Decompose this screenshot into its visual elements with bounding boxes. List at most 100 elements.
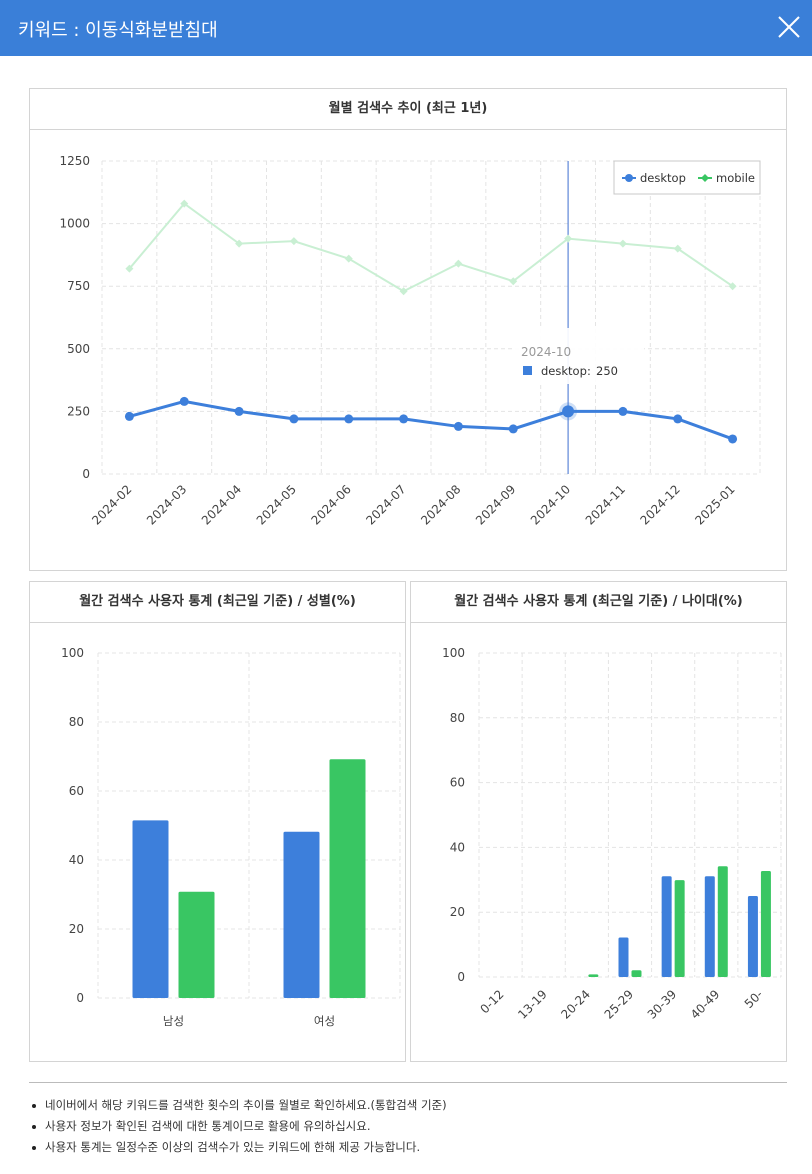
dialog-header: 키워드 : 이동식화분받침대 bbox=[0, 0, 812, 56]
mobile-bar bbox=[674, 880, 685, 977]
x-tick-label: 2024-05 bbox=[254, 482, 299, 527]
mobile-point bbox=[125, 264, 134, 273]
mobile-point bbox=[564, 234, 573, 243]
legend: desktop mobile bbox=[613, 160, 761, 195]
monthly-trend-title: 월별 검색수 추이 (최근 1년) bbox=[30, 89, 786, 130]
x-tick-label: 2025-01 bbox=[692, 482, 737, 527]
x-tick-label: 0-12 bbox=[478, 987, 507, 1016]
x-tick-label: 여성 bbox=[314, 1014, 335, 1028]
gender-panel: 월간 검색수 사용자 통계 (최근일 기준) / 성별(%) 0 20 40 60 80… bbox=[29, 581, 406, 1062]
x-tick-label: 30-39 bbox=[645, 987, 680, 1022]
mobile-bar bbox=[717, 866, 728, 977]
y-tick-label: 750 bbox=[67, 279, 90, 293]
y-tick-label: 0 bbox=[457, 970, 465, 984]
keyword-title: 키워드 : 이동식화분받침대 bbox=[18, 20, 218, 41]
desktop-bar bbox=[704, 876, 715, 977]
x-tick-label: 2024-12 bbox=[638, 482, 683, 527]
desktop-point bbox=[344, 414, 354, 424]
x-tick-label: 50- bbox=[742, 987, 766, 1011]
mobile-point bbox=[454, 259, 463, 268]
desktop-point bbox=[399, 414, 409, 424]
x-tick-label: 20-24 bbox=[558, 987, 593, 1022]
y-tick-label: 20 bbox=[450, 905, 465, 919]
desktop-bar bbox=[747, 896, 758, 977]
tooltip: 2024-10 desktop:250 bbox=[514, 328, 644, 384]
mobile-point bbox=[344, 254, 353, 263]
note-item: 사용자 정보가 확인된 검색에 대한 통계이므로 활용에 유의하십시요. bbox=[29, 1117, 787, 1138]
mobile-point bbox=[673, 244, 682, 253]
desktop-point bbox=[673, 414, 683, 424]
y-tick-label: 40 bbox=[450, 840, 465, 854]
y-tick-label: 60 bbox=[450, 776, 465, 790]
desktop-point bbox=[124, 411, 134, 421]
gender-title: 월간 검색수 사용자 통계 (최근일 기준) / 성별(%) bbox=[30, 582, 405, 623]
desktop-bar bbox=[132, 820, 169, 998]
x-tick-label: 2024-09 bbox=[473, 482, 518, 527]
age-chart: 0 20 40 60 80 100 0-12 13-19 20-24 25-29 30-39 40-4… bbox=[442, 646, 782, 1022]
x-tick-label: 40-49 bbox=[688, 987, 723, 1022]
mobile-point bbox=[728, 282, 737, 291]
mobile-bar bbox=[760, 871, 771, 977]
mobile-point bbox=[399, 287, 408, 296]
legend-desktop-label: desktop bbox=[640, 171, 686, 185]
y-tick-label: 40 bbox=[69, 853, 84, 867]
legend-desktop-marker bbox=[625, 174, 633, 182]
y-tick-label: 250 bbox=[67, 404, 90, 418]
desktop-series-line bbox=[129, 399, 734, 441]
tooltip-series: desktop bbox=[541, 364, 587, 378]
desktop-bar bbox=[661, 876, 672, 977]
x-tick-label: 2024-04 bbox=[199, 482, 244, 527]
tooltip-box bbox=[514, 328, 644, 384]
mobile-series-line bbox=[128, 202, 734, 293]
x-tick-label: 2024-08 bbox=[418, 482, 463, 527]
mobile-bar bbox=[631, 970, 642, 977]
x-tick-label: 13-19 bbox=[515, 987, 550, 1022]
age-title: 월간 검색수 사용자 통계 (최근일 기준) / 나이대(%) bbox=[411, 582, 786, 623]
x-tick-label: 남성 bbox=[163, 1014, 184, 1028]
y-tick-label: 20 bbox=[69, 922, 84, 936]
desktop-point bbox=[618, 406, 628, 416]
mobile-point bbox=[235, 239, 244, 248]
mobile-bar bbox=[178, 891, 215, 998]
legend-mobile-marker bbox=[701, 174, 709, 182]
desktop-point bbox=[234, 406, 244, 416]
x-tick-label: 2024-11 bbox=[583, 482, 628, 527]
desktop-bar bbox=[618, 937, 629, 977]
tooltip-period: 2024-10 bbox=[521, 345, 571, 359]
y-tick-label: 500 bbox=[67, 342, 90, 356]
mobile-point bbox=[180, 199, 189, 208]
y-tick-label: 100 bbox=[61, 646, 84, 660]
y-tick-label: 80 bbox=[69, 715, 84, 729]
close-icon[interactable] bbox=[776, 14, 802, 40]
desktop-point bbox=[728, 434, 738, 444]
y-tick-label: 1000 bbox=[59, 217, 90, 231]
mobile-bar bbox=[588, 974, 599, 977]
y-tick-label: 0 bbox=[76, 991, 84, 1005]
legend-box bbox=[613, 160, 761, 195]
note-item: 사용자 통계는 일정수준 이상의 검색수가 있는 키워드에 한해 제공 가능합니… bbox=[29, 1138, 787, 1159]
note-item: 네이버에서 해당 키워드를 검색한 횟수의 추이를 월별로 확인하세요.(통합검… bbox=[29, 1096, 787, 1117]
y-tick-label: 100 bbox=[442, 646, 465, 660]
desktop-point bbox=[179, 396, 189, 406]
monthly-trend-panel: 월별 검색수 추이 (최근 1년) 0 250 500 750 1000 1250 2024… bbox=[29, 88, 787, 571]
x-tick-label: 2024-07 bbox=[363, 482, 408, 527]
gender-chart: 0 20 40 60 80 100 남성 여성 bbox=[61, 646, 401, 1028]
desktop-point bbox=[289, 414, 299, 424]
x-tick-label: 2024-02 bbox=[89, 482, 134, 527]
y-tick-label: 60 bbox=[69, 784, 84, 798]
x-tick-label: 2024-06 bbox=[309, 482, 354, 527]
mobile-point bbox=[509, 277, 518, 286]
x-tick-label: 2024-03 bbox=[144, 482, 189, 527]
y-tick-label: 0 bbox=[82, 467, 90, 481]
mobile-point bbox=[618, 239, 627, 248]
mobile-bar bbox=[329, 759, 366, 998]
legend-mobile-label: mobile bbox=[716, 171, 755, 185]
mobile-point bbox=[289, 237, 298, 246]
tooltip-swatch bbox=[523, 366, 532, 375]
desktop-point bbox=[453, 421, 463, 431]
desktop-point-active bbox=[562, 405, 575, 418]
x-tick-label: 25-29 bbox=[602, 987, 637, 1022]
age-panel: 월간 검색수 사용자 통계 (최근일 기준) / 나이대(%) 0 20 40 60 8… bbox=[410, 581, 787, 1062]
tooltip-value: 250 bbox=[596, 364, 618, 378]
